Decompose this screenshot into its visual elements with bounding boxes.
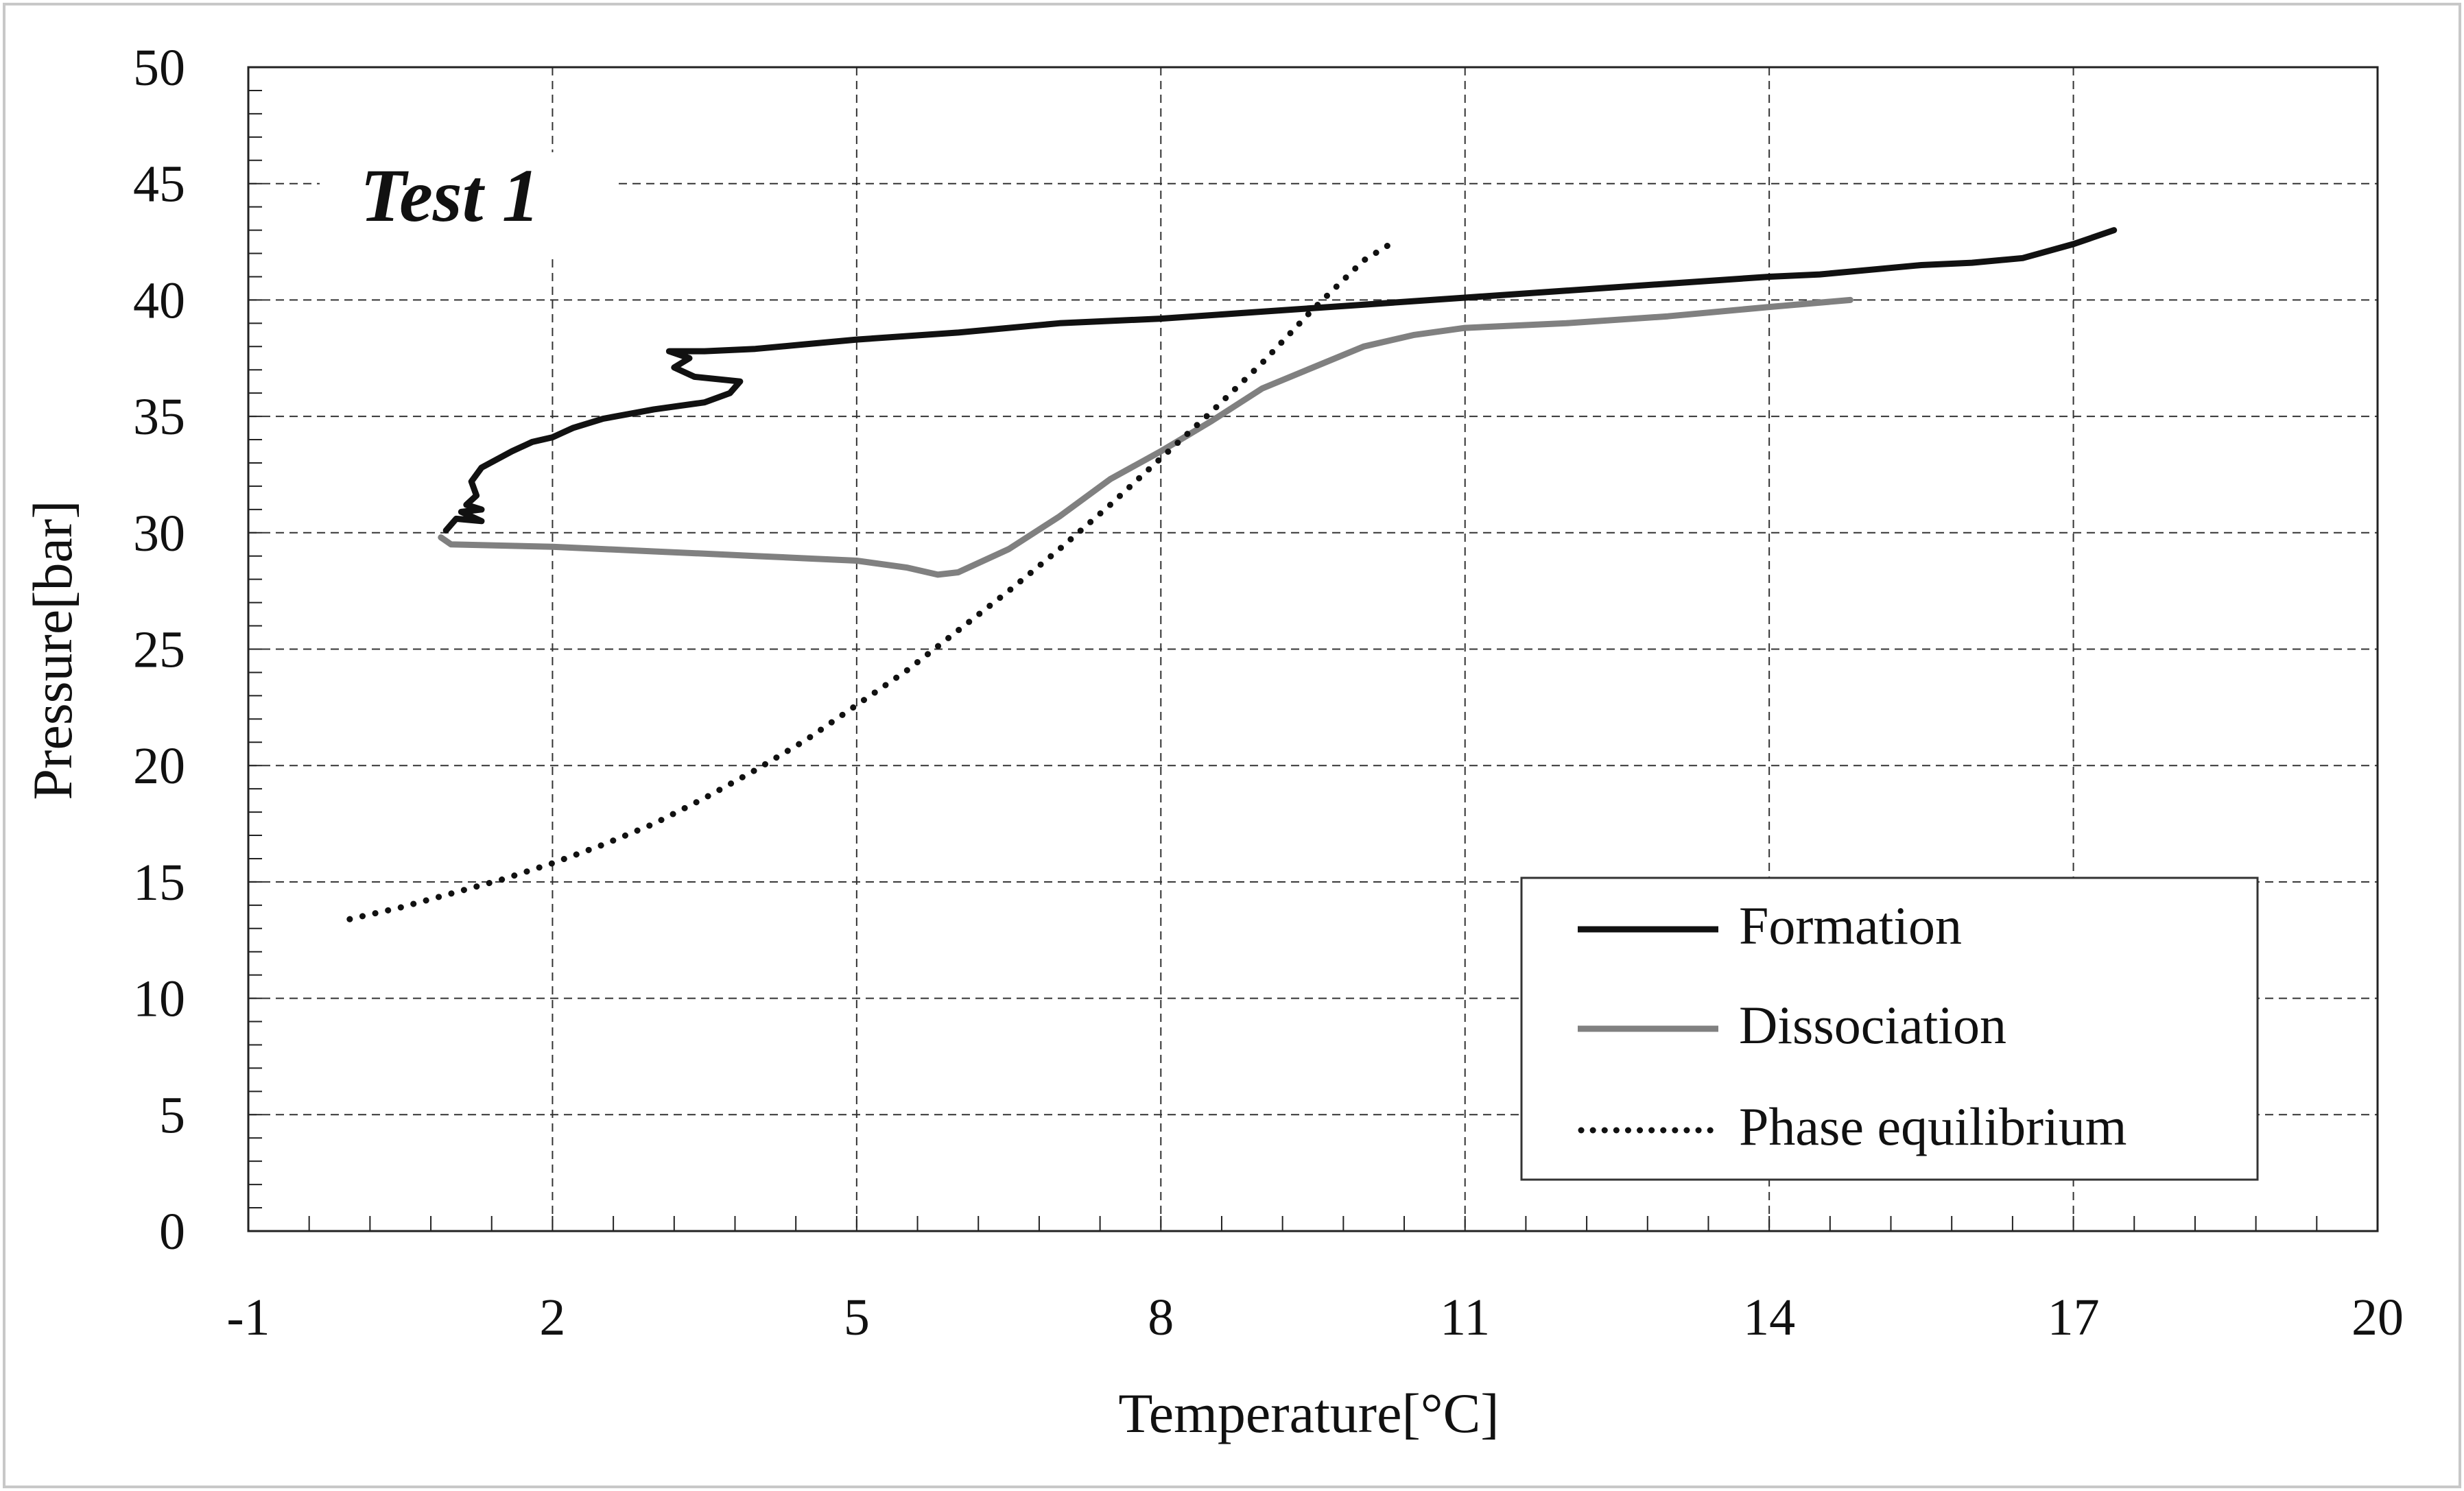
x-tick-label: 11 (1440, 1289, 1490, 1346)
y-tick-label: 40 (133, 272, 185, 329)
legend-label-phase-equilibrium: Phase equilibrium (1739, 1097, 2127, 1156)
y-tick-label: 20 (133, 737, 185, 795)
minor-tick-layer (248, 67, 2378, 1232)
x-tick-label: -1 (226, 1289, 270, 1346)
panel-label-background (320, 152, 615, 255)
plot-area-frame (247, 66, 2379, 1232)
x-tick-label: 14 (1743, 1289, 1795, 1346)
x-tick-label: 8 (1148, 1289, 1174, 1346)
y-tick-label: 25 (133, 621, 185, 679)
y-tick-label: 5 (159, 1086, 185, 1144)
y-tick-label: 50 (133, 39, 185, 97)
x-tick-label: 17 (2048, 1289, 2100, 1346)
y-axis-title: Pressure[bar] (21, 500, 84, 800)
x-tick-label: 20 (2352, 1289, 2404, 1346)
series-line-phase-equilibrium (346, 239, 1397, 922)
series-layer (346, 227, 2118, 922)
legend: Formation Dissociation Phase equilibrium (1520, 876, 2259, 1181)
x-tick-label: 5 (844, 1289, 870, 1346)
y-tick-label: 35 (133, 388, 185, 446)
panel-label: Test 1 (360, 154, 540, 237)
y-tick-label: 10 (133, 970, 185, 1028)
y-tick-label: 30 (133, 505, 185, 562)
y-tick-label: 45 (133, 156, 185, 213)
legend-label-formation: Formation (1739, 896, 1962, 955)
x-axis-title: Temperature[°C] (1118, 1382, 1499, 1444)
y-tick-label: 0 (159, 1203, 185, 1261)
legend-label-dissociation: Dissociation (1739, 995, 2006, 1055)
y-tick-label: 15 (133, 854, 185, 911)
x-tick-label: 2 (539, 1289, 565, 1346)
series-line-formation (442, 227, 2118, 534)
series-line-dissociation (438, 296, 1853, 578)
